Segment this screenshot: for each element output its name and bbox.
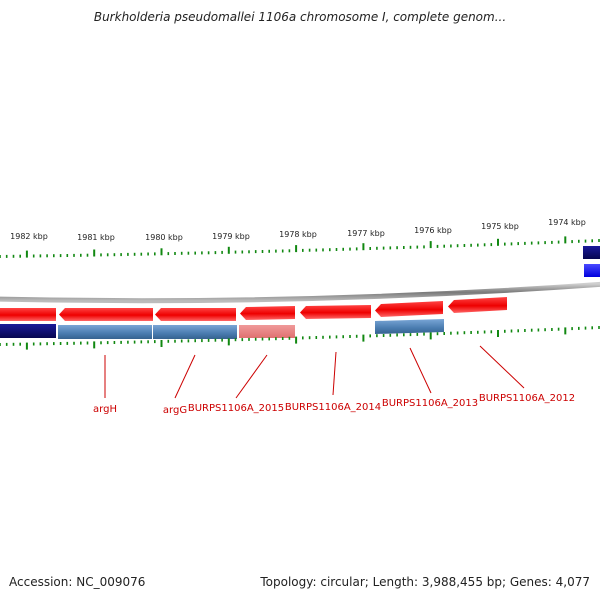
- cds-feature[interactable]: [583, 246, 600, 259]
- gene-label-argg[interactable]: argG: [163, 405, 187, 416]
- leader-line: [174, 354, 196, 399]
- gene-labels: argH argG BURPS1106A_2015 BURPS1106A_201…: [93, 393, 575, 416]
- genome-backbone: [0, 281, 600, 304]
- gene-arrow[interactable]: [0, 308, 56, 321]
- pseudogene-feature[interactable]: [239, 325, 295, 338]
- ruler-label: 1978 kbp: [279, 230, 317, 239]
- genome-summary: Topology: circular; Length: 3,988,455 bp…: [260, 575, 590, 589]
- ruler-label: 1981 kbp: [77, 233, 115, 242]
- cds-feature[interactable]: [584, 264, 600, 277]
- gene-label-argh[interactable]: argH: [93, 404, 117, 415]
- ruler-labels: 1982 kbp 1981 kbp 1980 kbp 1979 kbp 1978…: [10, 218, 586, 242]
- leader-line: [332, 351, 337, 396]
- gene-label-burps1106a-2012[interactable]: BURPS1106A_2012: [479, 393, 575, 404]
- cds-feature[interactable]: [0, 324, 56, 338]
- ruler-label: 1980 kbp: [145, 233, 183, 242]
- gene-track: [0, 297, 507, 321]
- ruler-label: 1974 kbp: [548, 218, 586, 227]
- gene-arrow[interactable]: [240, 306, 295, 320]
- cds-feature[interactable]: [153, 325, 237, 339]
- ruler-label: 1982 kbp: [10, 232, 48, 241]
- gene-arrow[interactable]: [448, 297, 507, 313]
- cds-feature[interactable]: [375, 319, 444, 334]
- gene-arrow[interactable]: [155, 308, 236, 321]
- gene-label-burps1106a-2015[interactable]: BURPS1106A_2015: [188, 403, 284, 414]
- gene-label-burps1106a-2014[interactable]: BURPS1106A_2014: [285, 402, 381, 413]
- cds-track: [0, 319, 444, 339]
- ruler-label: 1979 kbp: [212, 232, 250, 241]
- label-leaders: [104, 345, 525, 399]
- gene-label-burps1106a-2013[interactable]: BURPS1106A_2013: [382, 398, 478, 409]
- ruler-label: 1975 kbp: [481, 222, 519, 231]
- leader-line: [235, 354, 268, 399]
- leader-line: [409, 347, 432, 394]
- leader-line: [479, 345, 525, 389]
- accession-text: Accession: NC_009076: [9, 575, 146, 589]
- cds-feature[interactable]: [58, 325, 152, 339]
- gene-arrow[interactable]: [300, 305, 371, 319]
- ruler-label: 1977 kbp: [347, 229, 385, 238]
- genome-title: Burkholderia pseudomallei 1106a chromoso…: [93, 10, 507, 24]
- gene-arrow[interactable]: [375, 301, 443, 317]
- ruler-label: 1976 kbp: [414, 226, 452, 235]
- ruler-ticks-outer: [0, 236, 600, 258]
- gene-arrow[interactable]: [59, 308, 153, 321]
- ruler-ticks-inner: [0, 326, 600, 350]
